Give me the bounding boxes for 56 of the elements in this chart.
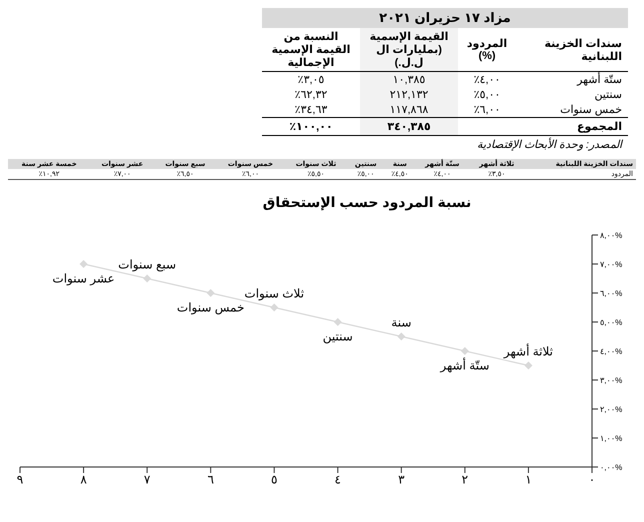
x-tick-label: ٩ (16, 472, 24, 487)
point (206, 289, 215, 297)
annotation: سبع سنوات (118, 258, 176, 272)
text: سندات الخزينة اللبنانية (543, 36, 623, 64)
text: القيمة الإسمية (بمليارات ال ل.ل.) (360, 28, 458, 72)
text: ٣٤,٦٣٪ (294, 103, 328, 118)
text: ١٠,٣٨٥ (360, 72, 458, 87)
annotation: سنتين (322, 330, 353, 344)
text: ٣,٠٥٪ (296, 73, 326, 87)
y-tick-label: ٢,٠٠% (600, 404, 622, 414)
x-tick-label: ٨ (80, 472, 88, 487)
point (143, 274, 152, 282)
point (460, 347, 469, 355)
y-tick-label: ٥,٠٠% (600, 318, 622, 327)
y-tick-label: ٠,٠٠% (600, 462, 622, 472)
x-tick-label: ٥ (270, 472, 278, 487)
chart-title: نسبة المردود حسب الإستحقاق (262, 194, 472, 211)
x-tick-label: ٧ (144, 472, 151, 487)
x-tick-label: ٦ (207, 472, 214, 487)
annotation: خمس سنوات (176, 300, 244, 315)
annotation: ثلاث سنوات (244, 286, 304, 300)
x-tick-label: ٣ (398, 472, 406, 487)
text: سنتين (593, 88, 623, 102)
annotation: عشر سنوات (52, 272, 115, 286)
point (270, 304, 278, 312)
y-tick-label: ٨,٠٠% (600, 230, 622, 240)
x-tick-label: ٤ (334, 472, 342, 487)
y-tick-label: ١,٠٠% (600, 434, 622, 443)
x-tick-label: ٢ (462, 472, 468, 487)
text: ٣٤٠,٣٨٥ (360, 118, 458, 136)
text: المصدر: وحدة الأبحاث الإقتصادية (476, 136, 624, 153)
point (524, 362, 532, 370)
text: ١١٧,٨٦٨ (360, 102, 458, 118)
point (397, 332, 406, 340)
text: ستّة أشهر (576, 72, 623, 87)
annotation: سنة (391, 316, 412, 330)
x-tick-label: ١ (525, 472, 532, 487)
point (80, 260, 88, 268)
y-tick-label: ٤,٠٠% (600, 346, 622, 356)
y-tick-label: ٣,٠٠% (600, 376, 622, 385)
y-tick-label: ٧,٠٠% (600, 260, 622, 269)
text: ١٠٠,٠٠٪ (288, 120, 334, 135)
x-tick-label: ٠ (588, 472, 596, 487)
text: ٥,٠٠٪ (472, 88, 502, 102)
text: خمس سنوات (559, 103, 623, 118)
point (334, 318, 342, 326)
text: ٦,٠٠٪ (472, 103, 502, 118)
text: ٤,٠٠٪ (472, 73, 502, 87)
y-tick-label: ٦,٠٠% (600, 288, 622, 298)
annotation: ثلاثة أشهر (502, 344, 554, 358)
text: ٢١٢,١٣٢ (360, 87, 458, 102)
text: النسبة من القيمة الإسمية الإجمالية (270, 30, 352, 71)
text: ٦٢,٣٢٪ (294, 88, 328, 102)
text: المردود (%) (466, 37, 508, 64)
text: المجموع (576, 120, 623, 135)
annotation: ستّة أشهر (439, 358, 490, 373)
